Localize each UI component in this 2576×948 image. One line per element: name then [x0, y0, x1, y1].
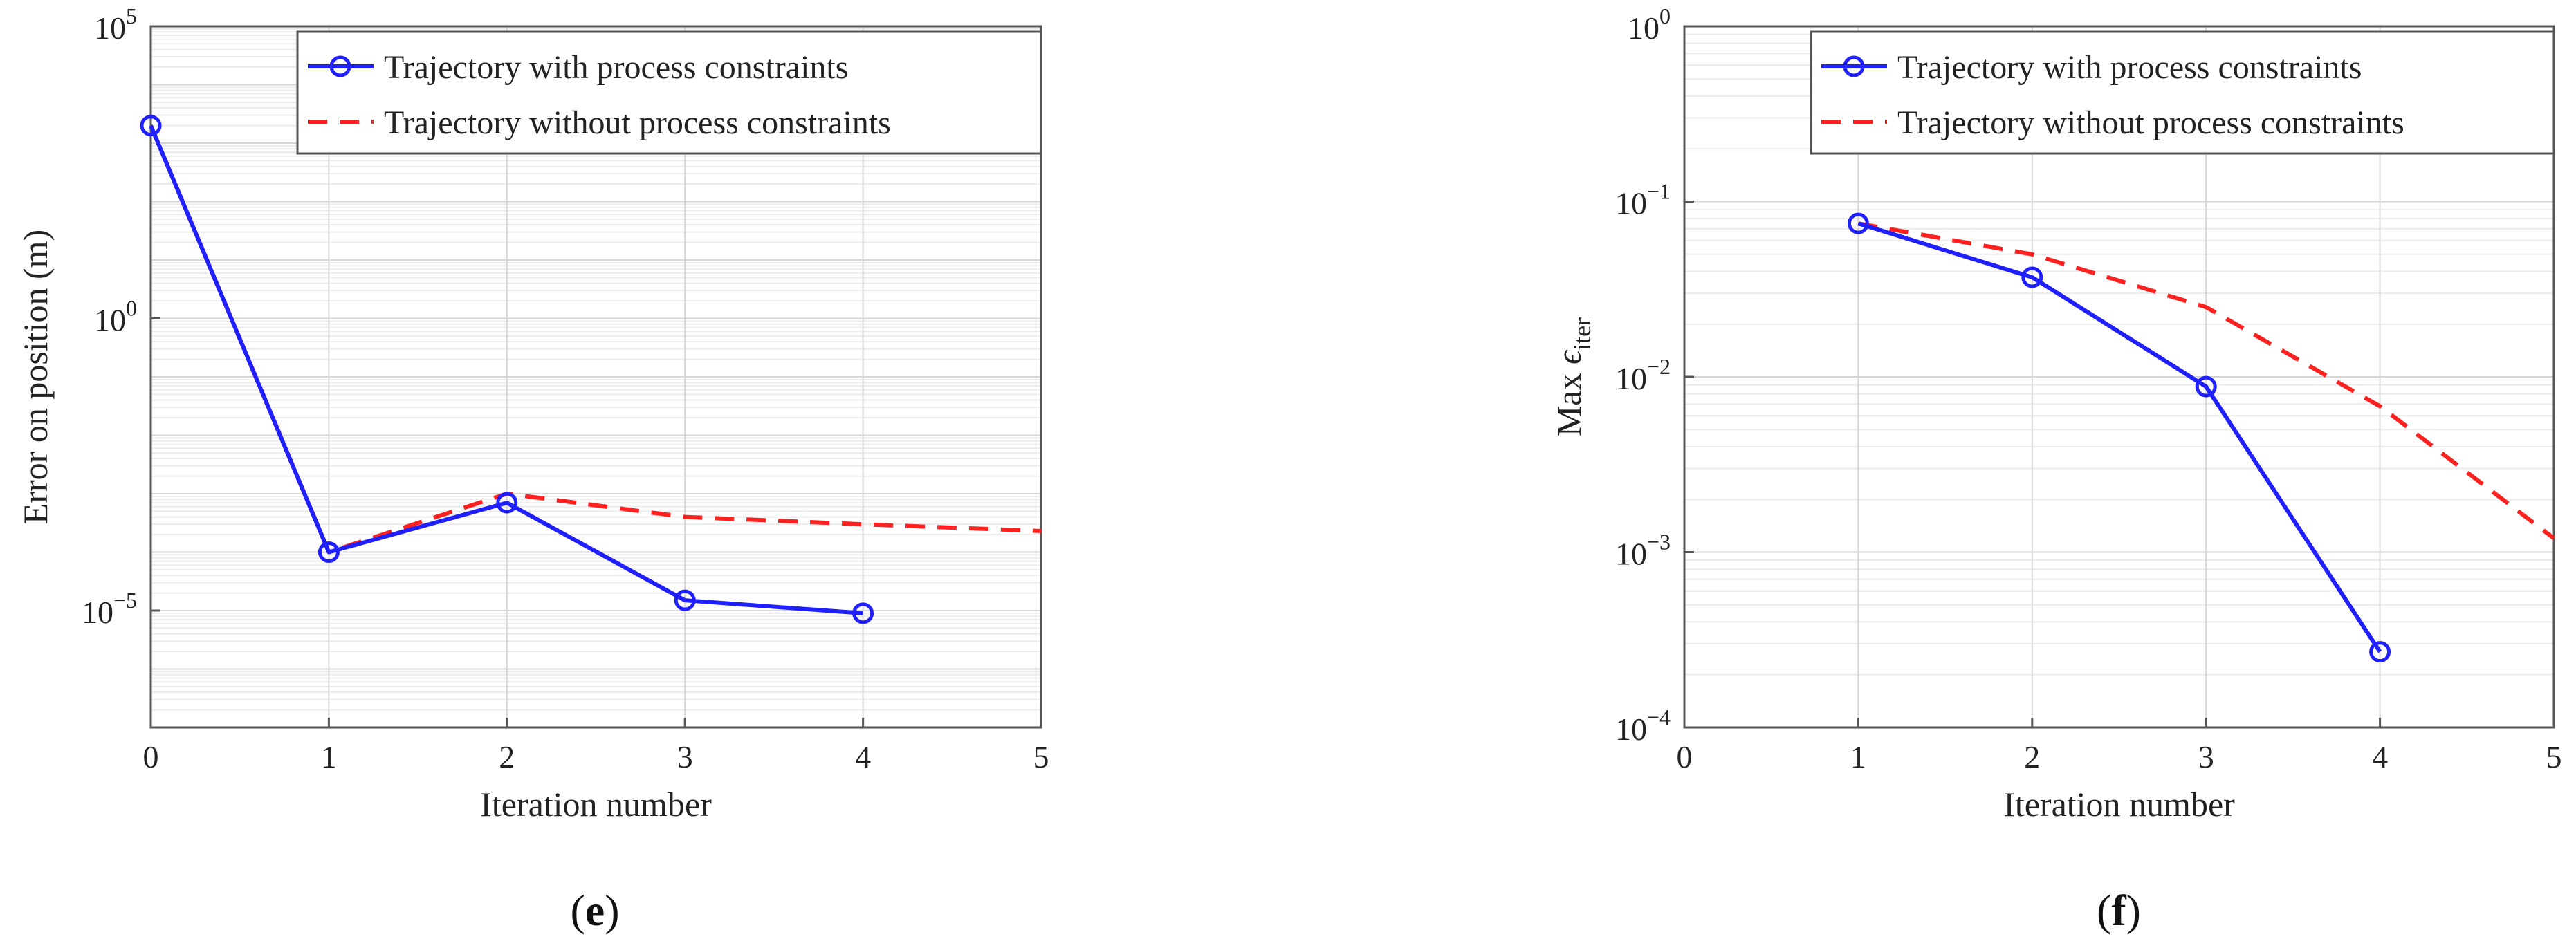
- panel-e: 0 1 2 3 4 5 105 100 10−5 Iteration number Error on…: [16, 3, 1049, 935]
- x-tick-label: 1: [1850, 739, 1866, 774]
- x-tick-label: 2: [499, 739, 515, 774]
- series-line-with-constraints: [1857, 221, 2382, 653]
- data-point-marker: [852, 602, 874, 624]
- legend-entry-label: Trajectory with process constraints: [384, 49, 848, 86]
- data-point-marker: [1847, 212, 1869, 234]
- x-tick-label: 0: [1677, 739, 1693, 774]
- panel-label: (f): [2097, 886, 2141, 935]
- legend-entry-label: Trajectory with process constraints: [1897, 49, 2362, 86]
- y-tick-label: 100: [1628, 3, 1671, 46]
- y-axis-label: Max ϵiter: [1549, 317, 1596, 436]
- x-tick-label: 5: [2546, 739, 2562, 774]
- y-tick-label: 105: [94, 3, 137, 46]
- legend-box: [1810, 30, 2555, 155]
- x-tick-label: 3: [677, 739, 693, 774]
- y-tick-label: 10−2: [1615, 354, 1671, 396]
- legend-marker-swatch: [329, 55, 351, 77]
- y-axis-label: Error on position (m): [16, 230, 55, 524]
- panel-f: 0 1 2 3 4 5 100 10−1 10−2 10−3 10−4 Iteration numbe…: [1549, 3, 2562, 935]
- x-tick-label: 3: [2198, 739, 2214, 774]
- data-point-marker: [318, 541, 340, 563]
- x-tick-label: 4: [855, 739, 871, 774]
- data-point-marker: [140, 115, 162, 137]
- x-axis-label: Iteration number: [480, 785, 712, 824]
- y-tick-label: 100: [94, 296, 137, 338]
- x-axis-label: Iteration number: [2003, 785, 2235, 824]
- legend-marker-swatch: [1843, 55, 1865, 77]
- y-tick-label: 10−5: [82, 588, 137, 630]
- x-tick-label: 0: [143, 739, 159, 774]
- data-point-marker: [2195, 375, 2217, 398]
- x-tick-label: 1: [321, 739, 337, 774]
- legend-entry-label: Trajectory without process constraints: [384, 104, 891, 141]
- x-tick-label: 4: [2372, 739, 2388, 774]
- series-line-without-constraints: [1857, 221, 2555, 540]
- y-tick-label: 10−3: [1615, 530, 1671, 572]
- axes-box: [149, 25, 1042, 729]
- data-point-marker: [496, 492, 518, 514]
- data-point-marker: [674, 589, 696, 611]
- x-tick-label: 2: [2024, 739, 2040, 774]
- y-tick-label: 10−1: [1615, 179, 1671, 221]
- legend-entry-label: Trajectory without process constraints: [1897, 104, 2404, 141]
- legend-box: [296, 30, 1042, 155]
- panel-label: (e): [570, 886, 619, 935]
- data-point-marker: [2369, 641, 2391, 663]
- y-tick-label: 10−4: [1615, 705, 1671, 747]
- x-tick-label: 5: [1033, 739, 1049, 774]
- data-point-marker: [2021, 266, 2043, 288]
- series-line-with-constraints: [149, 124, 863, 615]
